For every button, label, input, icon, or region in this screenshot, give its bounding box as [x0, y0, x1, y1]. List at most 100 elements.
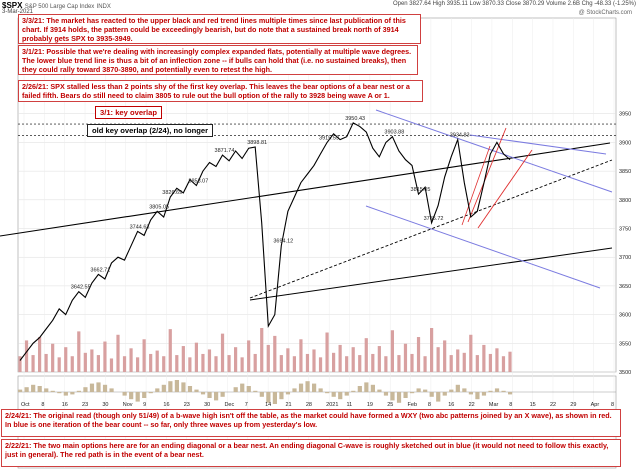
- volume-bar: [456, 349, 460, 372]
- lower-blue-trendline: [365, 205, 601, 289]
- x-tick-label: 8: [428, 402, 431, 408]
- volume-bar: [462, 352, 466, 372]
- volume-bar: [168, 329, 172, 372]
- x-tick-label: 9: [143, 402, 146, 408]
- indicator-bar: [161, 384, 166, 392]
- label-key-overlap: 3/1: key overlap: [95, 106, 162, 119]
- indicator-bar: [194, 389, 199, 392]
- volume-bar: [129, 348, 133, 372]
- indicator-bar: [70, 392, 75, 395]
- volume-bar: [390, 330, 394, 372]
- indicator-bar: [501, 390, 506, 392]
- note-2021-02-24: 2/24/21: The original read (though only …: [1, 409, 621, 437]
- x-tick-label: 30: [102, 402, 108, 408]
- note-2021-03-01: 3/1/21: Possible that we're dealing with…: [18, 45, 418, 75]
- x-tick-label: 7: [245, 402, 248, 408]
- volume-bar: [103, 341, 107, 372]
- y-tick-label: 3500: [619, 370, 631, 376]
- x-tick-label: 16: [62, 402, 68, 408]
- red-trendline-b: [477, 149, 533, 229]
- y-tick-label: 3700: [619, 255, 631, 261]
- volume-bar: [345, 356, 349, 372]
- price-point-label: 3642.55: [71, 285, 91, 291]
- indicator-bar: [233, 387, 238, 392]
- volume-bar: [57, 357, 61, 372]
- price-point-label: 3853.07: [188, 178, 208, 184]
- indicator-bar: [214, 392, 219, 401]
- volume-bar: [482, 344, 486, 372]
- indicator-bar: [410, 392, 415, 394]
- volume-bar: [253, 353, 257, 372]
- x-tick-label: 2021: [326, 402, 338, 408]
- price-point-label: 3915.59: [319, 135, 339, 141]
- indicator-bar: [331, 392, 336, 397]
- volume-bar: [70, 356, 74, 372]
- x-tick-label: 29: [570, 402, 576, 408]
- indicator-bar: [481, 392, 487, 396]
- volume-bar: [436, 347, 440, 372]
- indicator-bar: [148, 392, 153, 394]
- x-tick-label: 22: [550, 402, 556, 408]
- volume-bar: [162, 356, 166, 372]
- x-tick-label: Dec: [224, 402, 234, 408]
- x-tick-label: Nov: [123, 402, 133, 408]
- indicator-bar: [292, 388, 297, 392]
- indicator-bar: [344, 392, 349, 396]
- indicator-bar: [220, 392, 225, 397]
- x-tick-label: 30: [204, 402, 210, 408]
- x-tick-label: 25: [387, 402, 393, 408]
- volume-bar: [501, 356, 506, 372]
- indicator-bar: [357, 386, 362, 392]
- indicator-bar: [89, 383, 95, 392]
- volume-bar: [397, 355, 401, 372]
- indicator-bar: [37, 386, 42, 392]
- volume-bar: [31, 355, 35, 372]
- volume-bar: [305, 353, 310, 372]
- indicator-bar: [338, 392, 343, 400]
- x-tick-label: 8: [41, 402, 44, 408]
- x-tick-label: 23: [184, 402, 190, 408]
- chart-source: @ StockCharts.com: [578, 10, 632, 16]
- price-point-label: 3903.88: [384, 130, 404, 136]
- chart-date: 3-Mar-2021: [2, 9, 34, 15]
- volume-bar: [475, 355, 479, 372]
- x-tick-label: Oct: [21, 402, 30, 408]
- y-tick-label: 3950: [619, 112, 631, 118]
- spx-price-line: [19, 122, 511, 361]
- chart-quote: Open 3827.64 High 3935.11 Low 3870.33 Cl…: [392, 1, 636, 7]
- x-tick-label: Mar: [489, 402, 499, 408]
- y-tick-label: 3650: [619, 284, 631, 290]
- volume-bar: [384, 356, 388, 372]
- indicator-bar: [449, 389, 454, 392]
- volume-bar: [188, 357, 192, 372]
- price-point-label: 3934.83: [450, 133, 470, 139]
- y-tick-label: 3900: [619, 140, 631, 146]
- price-point-label: 3871.74: [215, 148, 235, 154]
- volume-bar: [266, 344, 270, 372]
- indicator-bar: [318, 388, 323, 392]
- volume-bar: [64, 347, 68, 372]
- volume-bar: [443, 340, 447, 372]
- volume-bar: [181, 346, 185, 372]
- indicator-bar: [259, 392, 264, 397]
- chart-index-name: S&P 500 Large Cap Index: [24, 4, 95, 10]
- lower-black-trendline: [249, 159, 613, 299]
- price-point-label: 3815.05: [411, 187, 431, 193]
- indicator-bar: [462, 388, 467, 392]
- volume-bar: [377, 346, 381, 372]
- indicator-bar: [83, 387, 88, 392]
- x-tick-label: 23: [82, 402, 88, 408]
- indicator-bar: [377, 389, 382, 392]
- volume-bar: [227, 355, 231, 372]
- indicator-bar: [272, 392, 277, 404]
- price-point-label: 3662.71: [90, 267, 110, 273]
- volume-bar: [273, 335, 277, 372]
- indicator-bar: [129, 392, 134, 400]
- volume-bar: [149, 353, 153, 372]
- volume-bar: [312, 349, 316, 372]
- volume-bar: [286, 348, 290, 372]
- indicator-bar: [423, 389, 428, 392]
- y-tick-label: 3850: [619, 169, 631, 175]
- indicator-bar: [468, 392, 473, 395]
- price-point-label: 3950.43: [345, 116, 365, 122]
